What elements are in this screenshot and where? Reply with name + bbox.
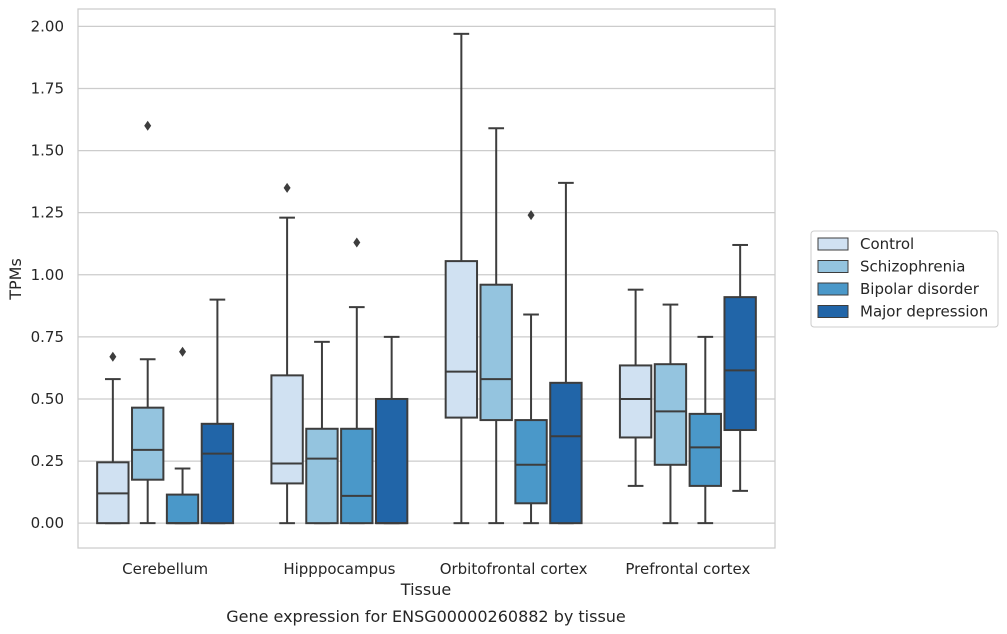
y-tick-label: 0.25 bbox=[31, 452, 64, 470]
box-body bbox=[270, 374, 304, 485]
legend-swatch bbox=[817, 282, 849, 296]
legend: Control Schizophrenia Bipolar disorder Majo… bbox=[810, 230, 999, 328]
y-tick-label: 0.50 bbox=[31, 390, 64, 408]
y-tick-label: 0.00 bbox=[31, 514, 64, 532]
box-major-depression-1 bbox=[374, 335, 409, 525]
box-body bbox=[340, 427, 374, 525]
box-body bbox=[131, 406, 165, 481]
legend-frame bbox=[810, 230, 999, 328]
box-body bbox=[305, 427, 339, 525]
chart-caption: Gene expression for ENSG00000260882 by t… bbox=[226, 607, 626, 626]
legend-swatch bbox=[817, 260, 849, 273]
y-tick-label: 2.00 bbox=[31, 17, 64, 35]
y-tick-label: 0.75 bbox=[31, 328, 64, 346]
box-body bbox=[200, 422, 235, 525]
y-tick-label: 1.75 bbox=[31, 79, 64, 97]
box-body bbox=[374, 397, 409, 525]
outlier-point bbox=[283, 182, 291, 193]
box-body bbox=[444, 260, 479, 419]
box-bipolar-disorder-1 bbox=[340, 237, 374, 525]
box-schizophrenia-3 bbox=[653, 303, 688, 525]
outlier-point bbox=[353, 237, 361, 248]
box-major-depression-3 bbox=[723, 243, 757, 492]
legend-label: Major depression bbox=[860, 303, 988, 321]
box-bipolar-disorder-3 bbox=[688, 335, 722, 525]
box-body bbox=[653, 363, 688, 466]
box-body bbox=[618, 364, 653, 439]
y-tick-label: 1.50 bbox=[31, 142, 64, 160]
legend-label: Control bbox=[860, 235, 914, 253]
box-control-3 bbox=[618, 288, 653, 487]
x-tick-labels: Cerebellum Hipppocampus Orbitofrontal cort… bbox=[122, 560, 750, 578]
box-bipolar-disorder-0 bbox=[165, 346, 200, 525]
x-tick-label: Hipppocampus bbox=[283, 560, 395, 578]
legend-swatch bbox=[817, 305, 849, 318]
outlier-point bbox=[179, 346, 187, 357]
legend-swatch bbox=[817, 237, 849, 251]
x-tick-label: Orbitofrontal cortex bbox=[440, 560, 588, 578]
box-major-depression-0 bbox=[200, 298, 235, 525]
box-control-1 bbox=[270, 182, 304, 525]
x-tick-label: Prefrontal cortex bbox=[625, 560, 750, 578]
y-axis-label: TPMs bbox=[6, 258, 25, 301]
box-schizophrenia-2 bbox=[479, 127, 513, 525]
box-body bbox=[514, 419, 548, 505]
legend-label: Bipolar disorder bbox=[860, 280, 980, 298]
box-control-0 bbox=[96, 351, 130, 525]
boxes bbox=[96, 32, 757, 525]
box-schizophrenia-0 bbox=[131, 120, 165, 525]
y-tick-label: 1.00 bbox=[31, 266, 64, 284]
x-tick-label: Cerebellum bbox=[122, 560, 208, 578]
box-major-depression-2 bbox=[549, 181, 583, 525]
box-bipolar-disorder-2 bbox=[514, 210, 548, 525]
outlier-point bbox=[144, 120, 152, 131]
box-body bbox=[723, 296, 757, 432]
box-body bbox=[549, 381, 583, 525]
outlier-point bbox=[527, 210, 535, 221]
box-body bbox=[165, 493, 200, 525]
outlier-point bbox=[109, 351, 117, 362]
box-control-2 bbox=[444, 32, 479, 525]
y-tick-labels: 0.00 0.25 0.50 0.75 1.00 1.25 1.50 1.75 2.00 bbox=[31, 17, 64, 532]
legend-label: Schizophrenia bbox=[860, 258, 965, 276]
y-tick-label: 1.25 bbox=[31, 204, 64, 222]
x-axis-label: Tissue bbox=[400, 580, 451, 599]
box-body bbox=[479, 283, 513, 422]
box-body bbox=[688, 412, 722, 487]
box-schizophrenia-1 bbox=[305, 340, 339, 525]
